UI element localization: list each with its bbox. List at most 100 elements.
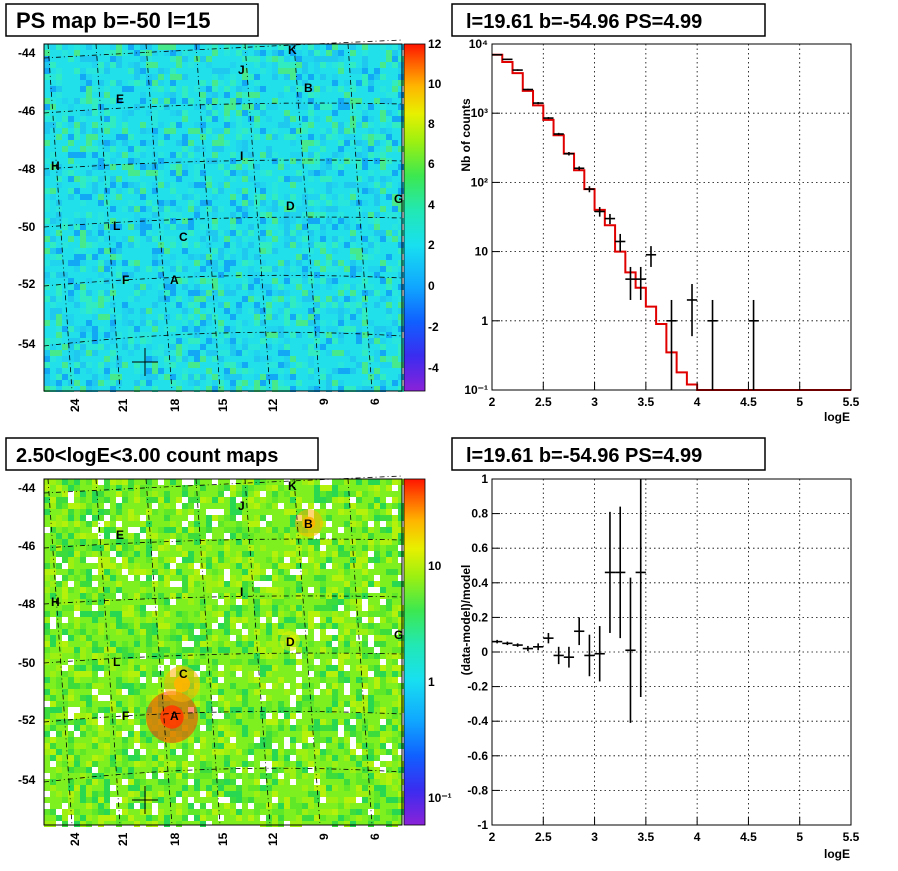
count-map-pixel	[224, 623, 230, 629]
count-map-pixel	[176, 791, 182, 797]
count-map-pixel	[164, 557, 170, 563]
ps-map-pixel	[110, 146, 116, 152]
ps-map-pixel	[194, 332, 200, 338]
ps-map-pixel	[296, 50, 302, 56]
count-map-title: 2.50<logE<3.00 count maps	[16, 445, 278, 467]
ps-map-pixel	[374, 374, 380, 380]
ps-map-pixel	[368, 188, 374, 194]
count-map-pixel	[122, 707, 128, 713]
count-map-pixel	[314, 617, 320, 623]
ps-map-pixel	[380, 98, 386, 104]
ps-map-pixel	[386, 302, 392, 308]
count-map-pixel	[266, 503, 272, 509]
count-map-pixel	[248, 551, 254, 557]
count-map-pixel	[296, 767, 302, 773]
count-map-pixel	[308, 683, 314, 689]
ps-map-pixel	[200, 278, 206, 284]
ps-map-pixel	[284, 200, 290, 206]
ps-map-pixel	[320, 212, 326, 218]
ps-map-pixel	[236, 116, 242, 122]
ps-map-pixel	[200, 146, 206, 152]
ps-map-pixel	[164, 98, 170, 104]
count-map-pixel	[116, 719, 122, 725]
count-map-pixel	[218, 677, 224, 683]
ps-map-pixel	[98, 158, 104, 164]
lat-label: -50	[18, 656, 36, 670]
count-map-pixel	[62, 641, 68, 647]
count-map-pixel	[362, 683, 368, 689]
ps-map-title-box	[5, 3, 259, 37]
count-map-pixel	[398, 557, 404, 563]
ps-map-pixel	[398, 326, 404, 332]
count-map-pixel	[182, 641, 188, 647]
ps-map-pixel	[332, 158, 338, 164]
ps-map-pixel	[206, 86, 212, 92]
count-map-pixel	[116, 569, 122, 575]
count-map-pixel	[98, 611, 104, 617]
ps-map-pixel	[242, 50, 248, 56]
count-map-pixel	[62, 647, 68, 653]
count-map-pixel	[326, 497, 332, 503]
ps-map-pixel	[236, 170, 242, 176]
count-map-pixel	[266, 761, 272, 767]
count-map-pixel	[230, 779, 236, 785]
count-map-pixel	[392, 509, 398, 515]
count-map-pixel	[332, 761, 338, 767]
ps-map-pixel	[248, 368, 254, 374]
ps-map-pixel	[230, 344, 236, 350]
ps-map-pixel	[50, 380, 56, 386]
count-map-pixel	[62, 809, 68, 815]
ps-map-pixel	[176, 122, 182, 128]
count-map-pixel	[260, 761, 266, 767]
count-map-pixel	[398, 503, 404, 509]
count-map-pixel	[98, 695, 104, 701]
ps-map-pixel	[374, 368, 380, 374]
ps-map-pixel	[290, 134, 296, 140]
count-map-pixel	[260, 803, 266, 809]
count-map-pixel	[398, 665, 404, 671]
ps-map-pixel	[302, 266, 308, 272]
count-map-pixel	[68, 791, 74, 797]
count-map-pixel	[374, 683, 380, 689]
ps-map-pixel	[332, 164, 338, 170]
count-map-pixel	[68, 761, 74, 767]
count-map-pixel	[296, 749, 302, 755]
count-map-pixel	[110, 653, 116, 659]
ps-map-pixel	[254, 116, 260, 122]
ps-map-pixel	[116, 188, 122, 194]
count-map-pixel	[200, 569, 206, 575]
ps-map-pixel	[236, 338, 242, 344]
count-map-pixel	[290, 767, 296, 773]
count-map-pixel	[50, 569, 56, 575]
count-map-pixel	[104, 545, 110, 551]
count-map-pixel	[218, 575, 224, 581]
ps-map-pixel	[92, 266, 98, 272]
count-map-pixel	[176, 797, 182, 803]
count-map-pixel	[314, 785, 320, 791]
ps-map-pixel	[248, 104, 254, 110]
ps-map-pixel	[362, 386, 368, 392]
ps-map-pixel	[176, 50, 182, 56]
ps-map-pixel	[242, 230, 248, 236]
ps-map-pixel	[44, 272, 50, 278]
spectrum-title-box	[451, 3, 766, 37]
count-map-pixel	[98, 629, 104, 635]
ps-map-pixel	[332, 128, 338, 134]
ps-map-pixel	[362, 68, 368, 74]
count-map-pixel	[56, 503, 62, 509]
count-map-pixel	[200, 743, 206, 749]
count-map-pixel	[380, 587, 386, 593]
count-map-pixel	[230, 653, 236, 659]
ps-map-pixel	[266, 116, 272, 122]
ps-map-pixel	[44, 200, 50, 206]
count-map-pixel	[320, 815, 326, 821]
ps-map-pixel	[68, 152, 74, 158]
ps-map-pixel	[308, 74, 314, 80]
count-map-pixel	[80, 629, 86, 635]
ps-map-pixel	[284, 278, 290, 284]
ps-map-pixel	[254, 344, 260, 350]
count-map-pixel	[386, 479, 392, 485]
count-map-pixel	[230, 719, 236, 725]
count-map-pixel	[182, 527, 188, 533]
ps-map-pixel	[254, 302, 260, 308]
